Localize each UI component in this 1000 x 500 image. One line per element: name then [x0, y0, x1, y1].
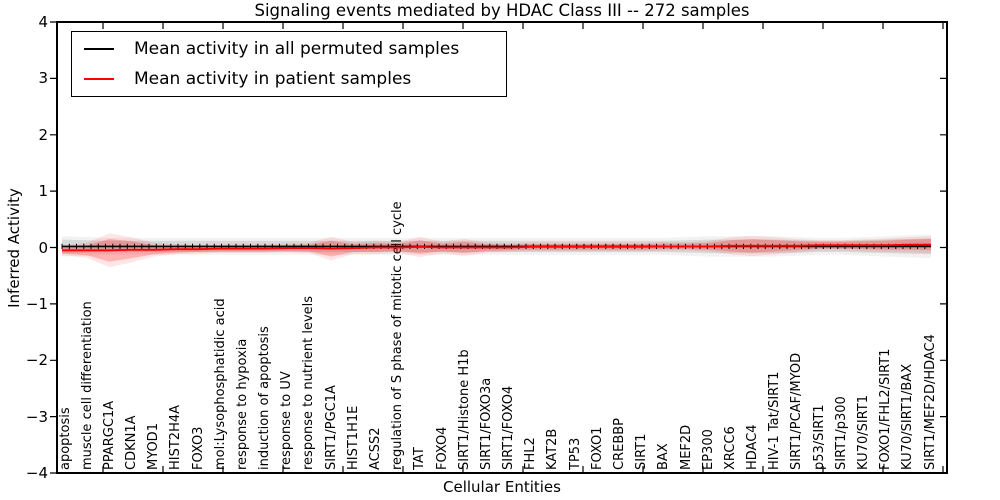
x-tick-label: HDAC4 — [745, 424, 761, 470]
y-tick-label: −1 — [25, 294, 48, 313]
x-tick-label: TAT — [412, 447, 428, 470]
x-tick-label: FHL2 — [523, 437, 539, 470]
x-tick-label: TP53 — [567, 437, 583, 470]
x-tick-label: apoptosis — [57, 407, 73, 470]
legend-entry-permuted: Mean activity in all permuted samples — [72, 34, 506, 64]
x-tick-label: response to UV — [279, 371, 295, 470]
chart-title: Signaling events mediated by HDAC Class … — [254, 1, 750, 20]
x-tick-label: CDKN1A — [124, 415, 140, 470]
y-tick-label: 2 — [38, 125, 48, 144]
y-axis-title: Inferred Activity — [5, 188, 23, 308]
y-tick-label: −4 — [25, 464, 48, 482]
x-tick-label: SIRT1/PGC1A — [323, 385, 339, 470]
x-tick-label: SIRT1 — [634, 433, 650, 470]
legend-label-patient: Mean activity in patient samples — [134, 69, 412, 89]
x-tick-label: HIST2H4A — [168, 404, 184, 470]
x-tick-label: SIRT1/FOXO4 — [501, 385, 517, 470]
legend: Mean activity in all permuted samples Me… — [71, 31, 507, 97]
x-tick-label: KU70/SIRT1 — [855, 395, 871, 470]
x-tick-label: SIRT1/MEF2D/HDAC4 — [922, 334, 938, 470]
y-tick-label: 1 — [38, 182, 48, 201]
x-tick-label: KU70/SIRT1/BAX — [900, 363, 916, 470]
patient-line-swatch — [84, 78, 114, 80]
x-tick-label: XRCC6 — [722, 426, 738, 470]
x-tick-label: ACSS2 — [368, 427, 383, 470]
y-tick-label: 3 — [38, 69, 48, 88]
x-tick-label: KAT2B — [545, 428, 561, 470]
x-tick-label: muscle cell differentiation — [79, 301, 95, 470]
y-tick-label: −3 — [25, 407, 48, 426]
x-tick-label: FOXO4 — [434, 426, 450, 470]
x-tick-label: FOXO3 — [190, 426, 206, 470]
x-tick-label: CREBBP — [611, 418, 627, 470]
x-tick-label: SIRT1/FOXO3a — [478, 377, 494, 470]
x-tick-label: p53/SIRT1 — [811, 404, 827, 470]
x-tick-label: SIRT1/PCAF/MYOD — [789, 352, 805, 470]
x-tick-label: FOXO1 — [589, 426, 605, 470]
x-tick-label: MYOD1 — [146, 423, 162, 470]
x-tick-label: SIRT1/Histone H1b — [456, 349, 472, 470]
y-tick-label: −2 — [25, 351, 48, 370]
x-tick-label: HIV-1 Tat/SIRT1 — [767, 371, 783, 470]
x-tick-label: BAX — [656, 443, 672, 470]
x-axis-title: Cellular Entities — [443, 478, 561, 496]
y-tick-label: 4 — [38, 13, 48, 31]
legend-label-permuted: Mean activity in all permuted samples — [134, 39, 460, 59]
permuted-line-swatch — [84, 48, 114, 50]
x-tick-label: HIST1H1E — [345, 405, 361, 470]
x-tick-label: PPARGC1A — [101, 400, 117, 470]
x-tick-label: EP300 — [700, 429, 716, 470]
x-tick-label: regulation of S phase of mitotic cell cy… — [390, 201, 406, 470]
x-tick-label: response to hypoxia — [234, 338, 250, 470]
y-tick-label: 0 — [38, 238, 48, 257]
legend-entry-patient: Mean activity in patient samples — [72, 64, 506, 94]
x-tick-label: MEF2D — [678, 424, 694, 470]
x-tick-label: response to nutrient levels — [301, 295, 317, 470]
x-tick-label: mol:Lysophosphatidic acid — [212, 298, 228, 470]
x-tick-label: induction of apoptosis — [257, 326, 273, 470]
x-tick-label: FOXO1/FHL2/SIRT1 — [878, 348, 894, 470]
x-tick-label: SIRT1/p300 — [833, 396, 849, 470]
